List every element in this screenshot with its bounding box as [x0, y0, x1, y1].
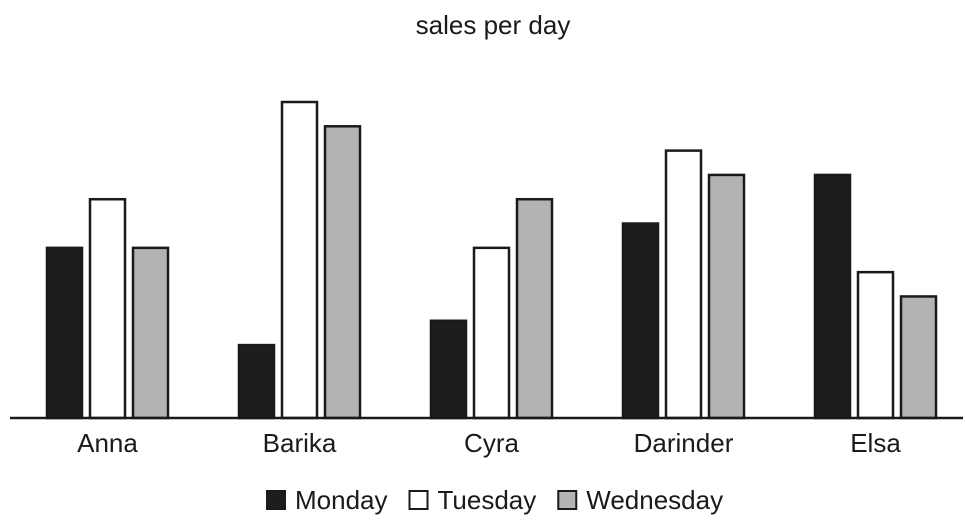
- bar-cyra-monday: [429, 319, 468, 420]
- chart-title: sales per day: [416, 10, 571, 40]
- bar-darinder-monday: [621, 222, 660, 420]
- x-tick-label-darinder: Darinder: [634, 428, 734, 458]
- x-tick-labels: Anna Barika Cyra Darinder Elsa: [77, 428, 901, 458]
- x-tick-label-cyra: Cyra: [464, 428, 519, 458]
- bar-anna-monday: [45, 246, 84, 420]
- bar-elsa-tuesday: [856, 270, 895, 420]
- bar-cyra-tuesday: [472, 246, 511, 420]
- x-tick-label-anna: Anna: [77, 428, 138, 458]
- legend-label-wednesday: Wednesday: [586, 485, 723, 515]
- x-tick-label-elsa: Elsa: [850, 428, 901, 458]
- legend-swatch-tuesday: [408, 490, 429, 510]
- bars-layer: [45, 100, 938, 420]
- bar-anna-wednesday: [131, 246, 170, 420]
- legend-label-tuesday: Tuesday: [438, 485, 537, 515]
- x-tick-label-barika: Barika: [263, 428, 337, 458]
- bar-cyra-wednesday: [515, 197, 554, 420]
- bar-elsa-wednesday: [899, 295, 938, 420]
- bar-barika-wednesday: [323, 125, 362, 420]
- legend-label-monday: Monday: [295, 485, 388, 515]
- bar-darinder-wednesday: [707, 173, 746, 420]
- bar-anna-tuesday: [88, 197, 127, 420]
- bar-darinder-tuesday: [664, 149, 703, 420]
- legend: Monday Tuesday Wednesday: [266, 485, 723, 515]
- legend-swatch-monday: [266, 490, 286, 510]
- bar-barika-monday: [237, 343, 276, 420]
- bar-barika-tuesday: [280, 100, 319, 420]
- legend-swatch-wednesday: [557, 490, 578, 510]
- bar-elsa-monday: [813, 173, 852, 420]
